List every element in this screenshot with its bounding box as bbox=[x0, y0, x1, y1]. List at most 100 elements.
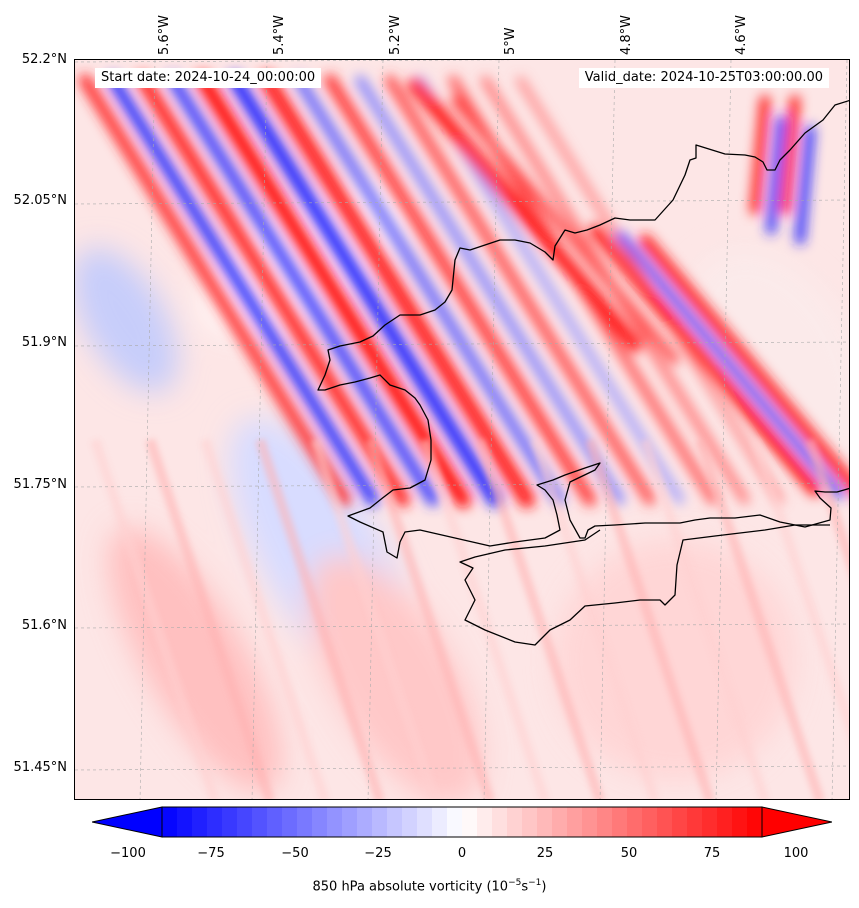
field-blob bbox=[108, 527, 282, 793]
colorbar-cell bbox=[627, 807, 643, 837]
colorbar-cell bbox=[312, 807, 328, 837]
colorbar-cell bbox=[402, 807, 418, 837]
lat-label: 52.2°N bbox=[21, 52, 67, 67]
colorbar-title-end: ) bbox=[541, 879, 547, 895]
colorbar-title-exp: −5 bbox=[508, 878, 522, 888]
vorticity-stripe bbox=[805, 438, 849, 574]
vorticity-stripe bbox=[355, 75, 625, 505]
colorbar-cell bbox=[537, 807, 553, 837]
colorbar-cell bbox=[252, 807, 268, 837]
vorticity-stripe bbox=[90, 438, 220, 799]
colorbar-title-text: 850 hPa absolute vorticity (10 bbox=[312, 879, 509, 895]
vorticity-stripe bbox=[530, 438, 660, 799]
colorbar-cell bbox=[732, 807, 748, 837]
vorticity-stripe bbox=[639, 234, 849, 491]
vorticity-stripe bbox=[324, 74, 596, 506]
colorbar bbox=[91, 806, 833, 838]
lat-label: 51.6°N bbox=[21, 618, 67, 633]
vorticity-stripe bbox=[780, 95, 800, 215]
colorbar-cell bbox=[447, 807, 463, 837]
colorbar-cell bbox=[462, 807, 478, 837]
vorticity-stripe bbox=[310, 438, 440, 799]
vorticity-stripe bbox=[255, 438, 385, 799]
vorticity-stripe bbox=[475, 438, 605, 799]
colorbar-tick: −75 bbox=[197, 846, 225, 861]
colorbar-cell bbox=[522, 807, 538, 837]
lon-label: 5.2°W bbox=[388, 14, 403, 55]
colorbar-cell bbox=[372, 807, 388, 837]
lon-label: 5.4°W bbox=[272, 14, 287, 55]
lat-label: 51.75°N bbox=[13, 477, 67, 492]
vorticity-stripe bbox=[228, 73, 502, 507]
vorticity-stripe bbox=[750, 438, 849, 739]
start-date-label: Start date: 2024-10-24_00:00:00 bbox=[95, 68, 322, 88]
vorticity-stripe bbox=[385, 75, 655, 505]
colorbar-title-unit: s bbox=[521, 879, 529, 895]
colorbar-cell bbox=[342, 807, 358, 837]
colorbar-cell bbox=[642, 807, 658, 837]
vorticity-stripe bbox=[167, 74, 439, 506]
vorticity-stripe bbox=[695, 438, 825, 799]
vorticity-stripe bbox=[589, 224, 821, 496]
vorticity-map bbox=[75, 60, 849, 799]
lon-label: 4.6°W bbox=[734, 14, 749, 55]
colorbar-tick: 50 bbox=[620, 846, 638, 861]
colorbar-outline bbox=[161, 806, 763, 838]
lat-label: 51.45°N bbox=[13, 760, 67, 775]
colorbar-min-arrow bbox=[91, 806, 163, 838]
vorticity-stripe bbox=[795, 125, 815, 245]
vorticity-stripe bbox=[616, 231, 844, 499]
colorbar-cell bbox=[492, 807, 508, 837]
colorbar-cell bbox=[297, 807, 313, 837]
valid-date-label: Valid_date: 2024-10-25T03:00:00.00 bbox=[578, 68, 829, 88]
vorticity-stripe bbox=[420, 438, 550, 799]
colorbar-cell bbox=[657, 807, 673, 837]
coastline bbox=[317, 99, 849, 646]
coastline-peninsula bbox=[459, 524, 830, 646]
colorbar-cell bbox=[672, 807, 688, 837]
colorbar-cell bbox=[582, 807, 598, 837]
colorbar-cell bbox=[282, 807, 298, 837]
colorbar-cell bbox=[162, 807, 178, 837]
colorbar-cell bbox=[327, 807, 343, 837]
colorbar-cell bbox=[267, 807, 283, 837]
colorbar-cell bbox=[747, 807, 763, 837]
vorticity-field bbox=[75, 72, 849, 799]
map-panel: Start date: 2024-10-24_00:00:00 Valid_da… bbox=[74, 59, 850, 800]
colorbar-tick: 25 bbox=[536, 846, 554, 861]
colorbar-tick: −25 bbox=[364, 846, 392, 861]
colorbar-cell bbox=[387, 807, 403, 837]
colorbar-cell bbox=[612, 807, 628, 837]
colorbar-max-arrow bbox=[761, 806, 833, 838]
colorbar-cell bbox=[552, 807, 568, 837]
colorbar-cell bbox=[567, 807, 583, 837]
vorticity-stripe bbox=[294, 75, 564, 505]
colorbar-cell bbox=[222, 807, 238, 837]
colorbar-cell bbox=[432, 807, 448, 837]
vorticity-stripe bbox=[750, 95, 770, 215]
colorbar-cell bbox=[417, 807, 433, 837]
colorbar-title: 850 hPa absolute vorticity (10−5s−1) bbox=[0, 878, 859, 894]
vorticity-stripe bbox=[200, 438, 330, 799]
lat-label: 52.05°N bbox=[13, 193, 67, 208]
vorticity-stripe bbox=[145, 438, 275, 799]
colorbar-title-exp: −1 bbox=[528, 878, 542, 888]
colorbar-tick: 0 bbox=[457, 846, 467, 861]
vorticity-stripe bbox=[79, 74, 351, 506]
colorbar-tick: −50 bbox=[281, 846, 309, 861]
colorbar-cell bbox=[687, 807, 703, 837]
field-blob bbox=[75, 247, 178, 393]
colorbar-cell bbox=[507, 807, 523, 837]
coastline-mainland bbox=[317, 99, 849, 559]
colorbar-cell bbox=[177, 807, 193, 837]
vorticity-stripe bbox=[195, 72, 471, 508]
lon-label: 4.8°W bbox=[619, 14, 634, 55]
colorbar-cell bbox=[357, 807, 373, 837]
colorbar-tick: 100 bbox=[783, 846, 809, 861]
vorticity-stripe bbox=[766, 115, 786, 235]
colorbar-cell bbox=[597, 807, 613, 837]
vorticity-stripe bbox=[259, 72, 535, 508]
colorbar-svg bbox=[91, 806, 833, 838]
colorbar-cell bbox=[702, 807, 718, 837]
lon-label: 5.6°W bbox=[157, 14, 172, 55]
